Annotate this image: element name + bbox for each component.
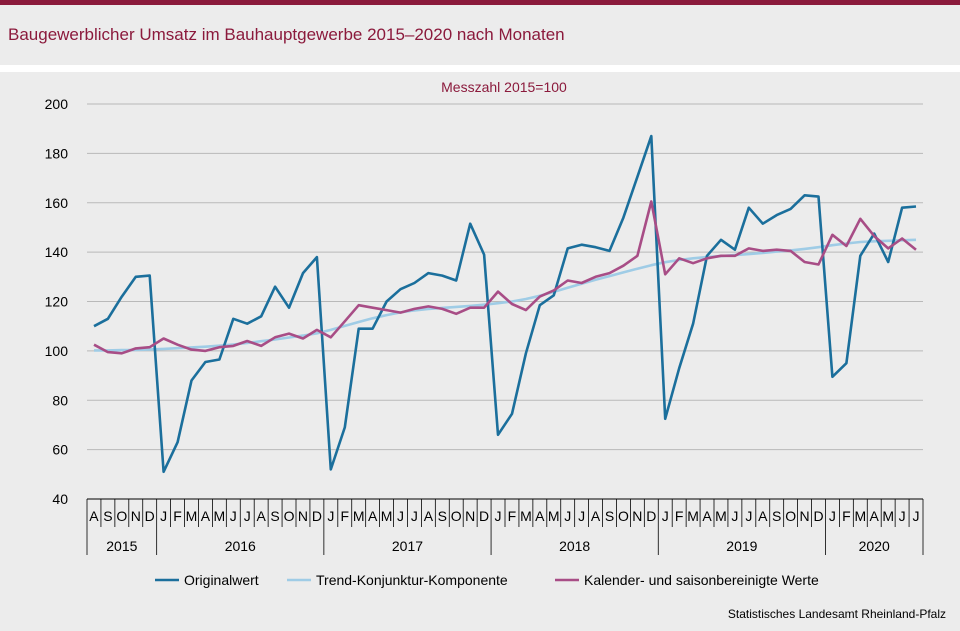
month-label: D	[479, 508, 489, 524]
chart-subtitle: Messzahl 2015=100	[441, 79, 567, 95]
month-label: O	[618, 508, 629, 524]
legend-label: Trend-Konjunktur-Komponente	[316, 572, 508, 588]
month-label: S	[438, 508, 447, 524]
month-label: F	[675, 508, 684, 524]
month-label: N	[800, 508, 810, 524]
header-separator	[0, 65, 960, 72]
top-accent-bar	[0, 0, 960, 5]
month-label: N	[298, 508, 308, 524]
month-label: J	[662, 508, 669, 524]
month-label: A	[758, 508, 768, 524]
month-label: O	[451, 508, 462, 524]
month-label: S	[270, 508, 279, 524]
month-label: N	[131, 508, 141, 524]
year-label: 2019	[726, 538, 757, 554]
month-label: J	[495, 508, 502, 524]
series-line-2	[93, 200, 917, 355]
month-label: J	[411, 508, 418, 524]
month-label: J	[564, 508, 571, 524]
month-label: F	[173, 508, 182, 524]
legend-label: Originalwert	[184, 572, 259, 588]
y-tick-label: 160	[45, 195, 69, 211]
month-label: M	[353, 508, 365, 524]
y-tick-label: 140	[45, 244, 69, 260]
y-tick-label: 180	[45, 145, 69, 161]
month-label: M	[214, 508, 226, 524]
month-label: A	[256, 508, 266, 524]
y-tick-label: 40	[52, 491, 68, 507]
month-label: J	[397, 508, 404, 524]
legend-label: Kalender- und saisonbereinigte Werte	[584, 572, 819, 588]
month-label: O	[284, 508, 295, 524]
month-label: J	[578, 508, 585, 524]
month-label: M	[882, 508, 894, 524]
year-label: 2015	[106, 538, 137, 554]
month-label: A	[201, 508, 211, 524]
month-label: J	[230, 508, 237, 524]
month-label: N	[632, 508, 642, 524]
month-label: J	[913, 508, 920, 524]
month-label: F	[842, 508, 851, 524]
month-label: M	[381, 508, 393, 524]
month-label: N	[465, 508, 475, 524]
year-label: 2017	[392, 538, 423, 554]
series-line-0	[93, 134, 917, 474]
source-note: Statistisches Landesamt Rheinland-Pfalz	[727, 607, 946, 621]
chart-panel: Messzahl 2015=100 40 60 80 100 120 140 160 180 20…	[0, 72, 960, 631]
month-label: S	[605, 508, 614, 524]
chart-header: Baugewerblicher Umsatz im Bauhauptgewerb…	[0, 5, 960, 65]
month-label: F	[340, 508, 349, 524]
month-label: A	[870, 508, 880, 524]
month-label: J	[244, 508, 251, 524]
month-label: D	[646, 508, 656, 524]
y-tick-label: 60	[52, 442, 68, 458]
month-label: O	[116, 508, 127, 524]
month-label: A	[424, 508, 434, 524]
month-label: M	[186, 508, 198, 524]
month-label: D	[813, 508, 823, 524]
series-line-1	[94, 238, 917, 352]
month-label: J	[327, 508, 334, 524]
month-label: M	[520, 508, 532, 524]
line-chart: Messzahl 2015=100 40 60 80 100 120 140 160 180 20…	[45, 79, 924, 588]
month-label: J	[899, 508, 906, 524]
chart-title: Baugewerblicher Umsatz im Bauhauptgewerb…	[8, 25, 565, 44]
y-tick-label: 100	[45, 343, 69, 359]
month-label: M	[715, 508, 727, 524]
month-label: J	[731, 508, 738, 524]
month-label: M	[548, 508, 560, 524]
year-label: 2016	[225, 538, 256, 554]
y-tick-label: 80	[52, 392, 68, 408]
y-tick-label: 200	[45, 96, 69, 112]
month-label: J	[745, 508, 752, 524]
month-label: M	[687, 508, 699, 524]
y-tick-label: 120	[45, 294, 69, 310]
month-label: A	[89, 508, 99, 524]
month-label: S	[772, 508, 781, 524]
month-label: A	[368, 508, 378, 524]
month-label: A	[702, 508, 712, 524]
month-label: J	[160, 508, 167, 524]
month-label: S	[103, 508, 112, 524]
month-label: A	[535, 508, 545, 524]
month-label: D	[145, 508, 155, 524]
month-label: A	[591, 508, 601, 524]
year-label: 2020	[859, 538, 890, 554]
month-label: O	[785, 508, 796, 524]
year-label: 2018	[559, 538, 590, 554]
month-label: D	[312, 508, 322, 524]
month-label: J	[829, 508, 836, 524]
month-label: F	[508, 508, 517, 524]
month-label: M	[854, 508, 866, 524]
